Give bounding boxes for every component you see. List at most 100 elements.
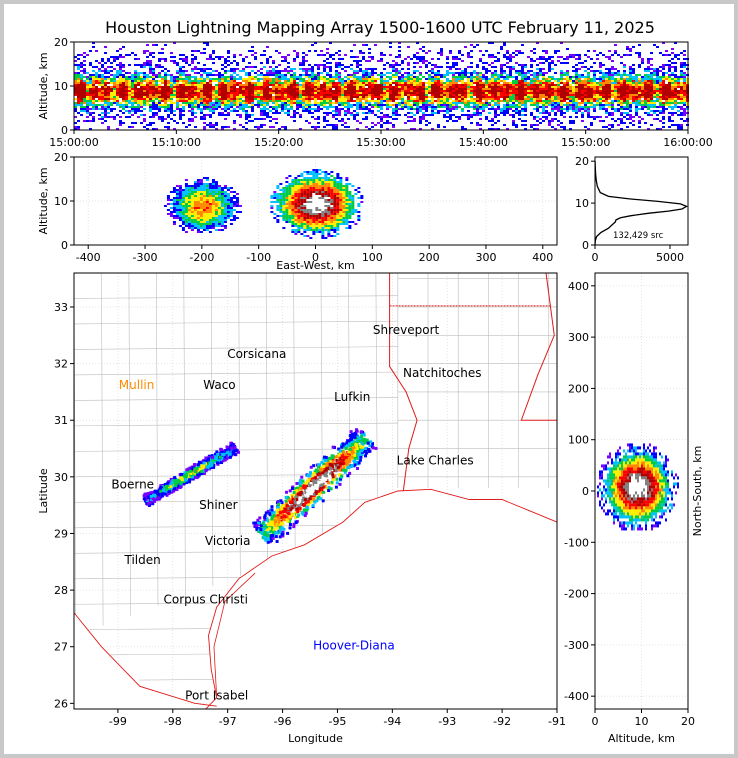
time-altitude-density-cell: [206, 98, 209, 100]
time-altitude-density-cell: [497, 74, 500, 76]
time-altitude-density-cell: [236, 102, 239, 104]
time-altitude-density-cell: [353, 78, 356, 80]
time-altitude-density-cell: [500, 48, 503, 50]
time-altitude-density-cell: [482, 62, 485, 64]
time-altitude-density-cell: [599, 72, 602, 74]
time-altitude-density-cell: [251, 54, 254, 56]
time-altitude-density-cell: [206, 96, 209, 98]
time-altitude-density-cell: [653, 82, 656, 84]
time-altitude-density-cell: [524, 90, 527, 92]
time-altitude-density-cell: [650, 114, 653, 116]
time-altitude-density-cell: [152, 70, 155, 72]
time-altitude-density-cell: [326, 94, 329, 96]
time-altitude-density-cell: [278, 86, 281, 88]
time-altitude-density-cell: [164, 96, 167, 98]
time-altitude-density-cell: [380, 126, 383, 128]
time-altitude-density-cell: [191, 62, 194, 64]
time-altitude-content: [74, 42, 689, 130]
time-altitude-density-cell: [152, 76, 155, 78]
eastwest-density-cell: [178, 219, 182, 221]
time-altitude-density-cell: [488, 102, 491, 104]
time-altitude-density-cell: [572, 96, 575, 98]
x-tick-label: 15:20:00: [254, 136, 303, 149]
time-altitude-density-cell: [137, 58, 140, 60]
time-altitude-density-cell: [278, 128, 281, 130]
time-altitude-density-cell: [179, 74, 182, 76]
time-altitude-density-cell: [98, 94, 101, 96]
time-altitude-density-cell: [584, 104, 587, 106]
time-altitude-density-cell: [119, 48, 122, 50]
time-altitude-density-cell: [209, 72, 212, 74]
time-altitude-density-cell: [104, 94, 107, 96]
time-altitude-density-cell: [515, 98, 518, 100]
time-altitude-density-cell: [323, 100, 326, 102]
time-altitude-density-cell: [551, 76, 554, 78]
time-altitude-density-cell: [509, 74, 512, 76]
time-altitude-density-cell: [284, 102, 287, 104]
time-altitude-density-cell: [242, 58, 245, 60]
time-altitude-density-cell: [110, 110, 113, 112]
time-altitude-density-cell: [650, 96, 653, 98]
time-altitude-density-cell: [554, 98, 557, 100]
time-altitude-density-cell: [620, 122, 623, 124]
time-altitude-density-cell: [110, 98, 113, 100]
time-altitude-density-cell: [116, 104, 119, 106]
time-altitude-density-cell: [410, 84, 413, 86]
eastwest-density-cell: [178, 213, 182, 215]
time-altitude-density-cell: [338, 98, 341, 100]
time-altitude-density-cell: [245, 96, 248, 98]
time-altitude-density-cell: [329, 98, 332, 100]
time-altitude-density-cell: [536, 58, 539, 60]
time-altitude-density-cell: [140, 86, 143, 88]
time-altitude-density-cell: [605, 126, 608, 128]
time-altitude-density-cell: [212, 126, 215, 128]
time-altitude-density-cell: [659, 98, 662, 100]
time-altitude-density-cell: [74, 90, 77, 92]
time-altitude-density-cell: [80, 98, 83, 100]
time-altitude-density-cell: [401, 104, 404, 106]
time-altitude-density-cell: [374, 68, 377, 70]
time-altitude-density-cell: [443, 74, 446, 76]
time-altitude-density-cell: [338, 78, 341, 80]
time-altitude-density-cell: [401, 102, 404, 104]
time-altitude-density-cell: [515, 90, 518, 92]
time-altitude-density-cell: [536, 90, 539, 92]
time-altitude-density-cell: [386, 84, 389, 86]
time-altitude-density-cell: [206, 58, 209, 60]
time-altitude-density-cell: [617, 100, 620, 102]
time-altitude-density-cell: [113, 96, 116, 98]
time-altitude-density-cell: [548, 62, 551, 64]
time-altitude-density-cell: [491, 108, 494, 110]
time-altitude-density-cell: [215, 108, 218, 110]
time-altitude-density-cell: [164, 108, 167, 110]
time-altitude-density-cell: [191, 80, 194, 82]
time-altitude-density-cell: [440, 82, 443, 84]
time-altitude-density-cell: [677, 110, 680, 112]
time-altitude-density-cell: [266, 78, 269, 80]
x-tick-label: 15:40:00: [459, 136, 508, 149]
time-altitude-density-cell: [80, 64, 83, 66]
time-altitude-density-cell: [344, 100, 347, 102]
time-altitude-density-cell: [116, 92, 119, 94]
time-altitude-density-cell: [122, 108, 125, 110]
time-altitude-density-cell: [398, 64, 401, 66]
time-altitude-density-cell: [644, 100, 647, 102]
time-altitude-density-cell: [335, 118, 338, 120]
time-altitude-density-cell: [275, 50, 278, 52]
time-altitude-density-cell: [500, 80, 503, 82]
time-altitude-density-cell: [188, 124, 191, 126]
time-altitude-density-cell: [281, 88, 284, 90]
time-altitude-density-cell: [158, 102, 161, 104]
time-altitude-density-cell: [575, 116, 578, 118]
time-altitude-density-cell: [326, 82, 329, 84]
time-altitude-density-cell: [206, 100, 209, 102]
time-altitude-density-cell: [599, 66, 602, 68]
time-altitude-density-cell: [614, 84, 617, 86]
time-altitude-density-cell: [452, 84, 455, 86]
time-altitude-density-cell: [398, 82, 401, 84]
time-altitude-density-cell: [566, 74, 569, 76]
time-altitude-density-cell: [317, 86, 320, 88]
time-altitude-density-cell: [500, 94, 503, 96]
time-altitude-density-cell: [587, 98, 590, 100]
time-altitude-density-cell: [182, 86, 185, 88]
